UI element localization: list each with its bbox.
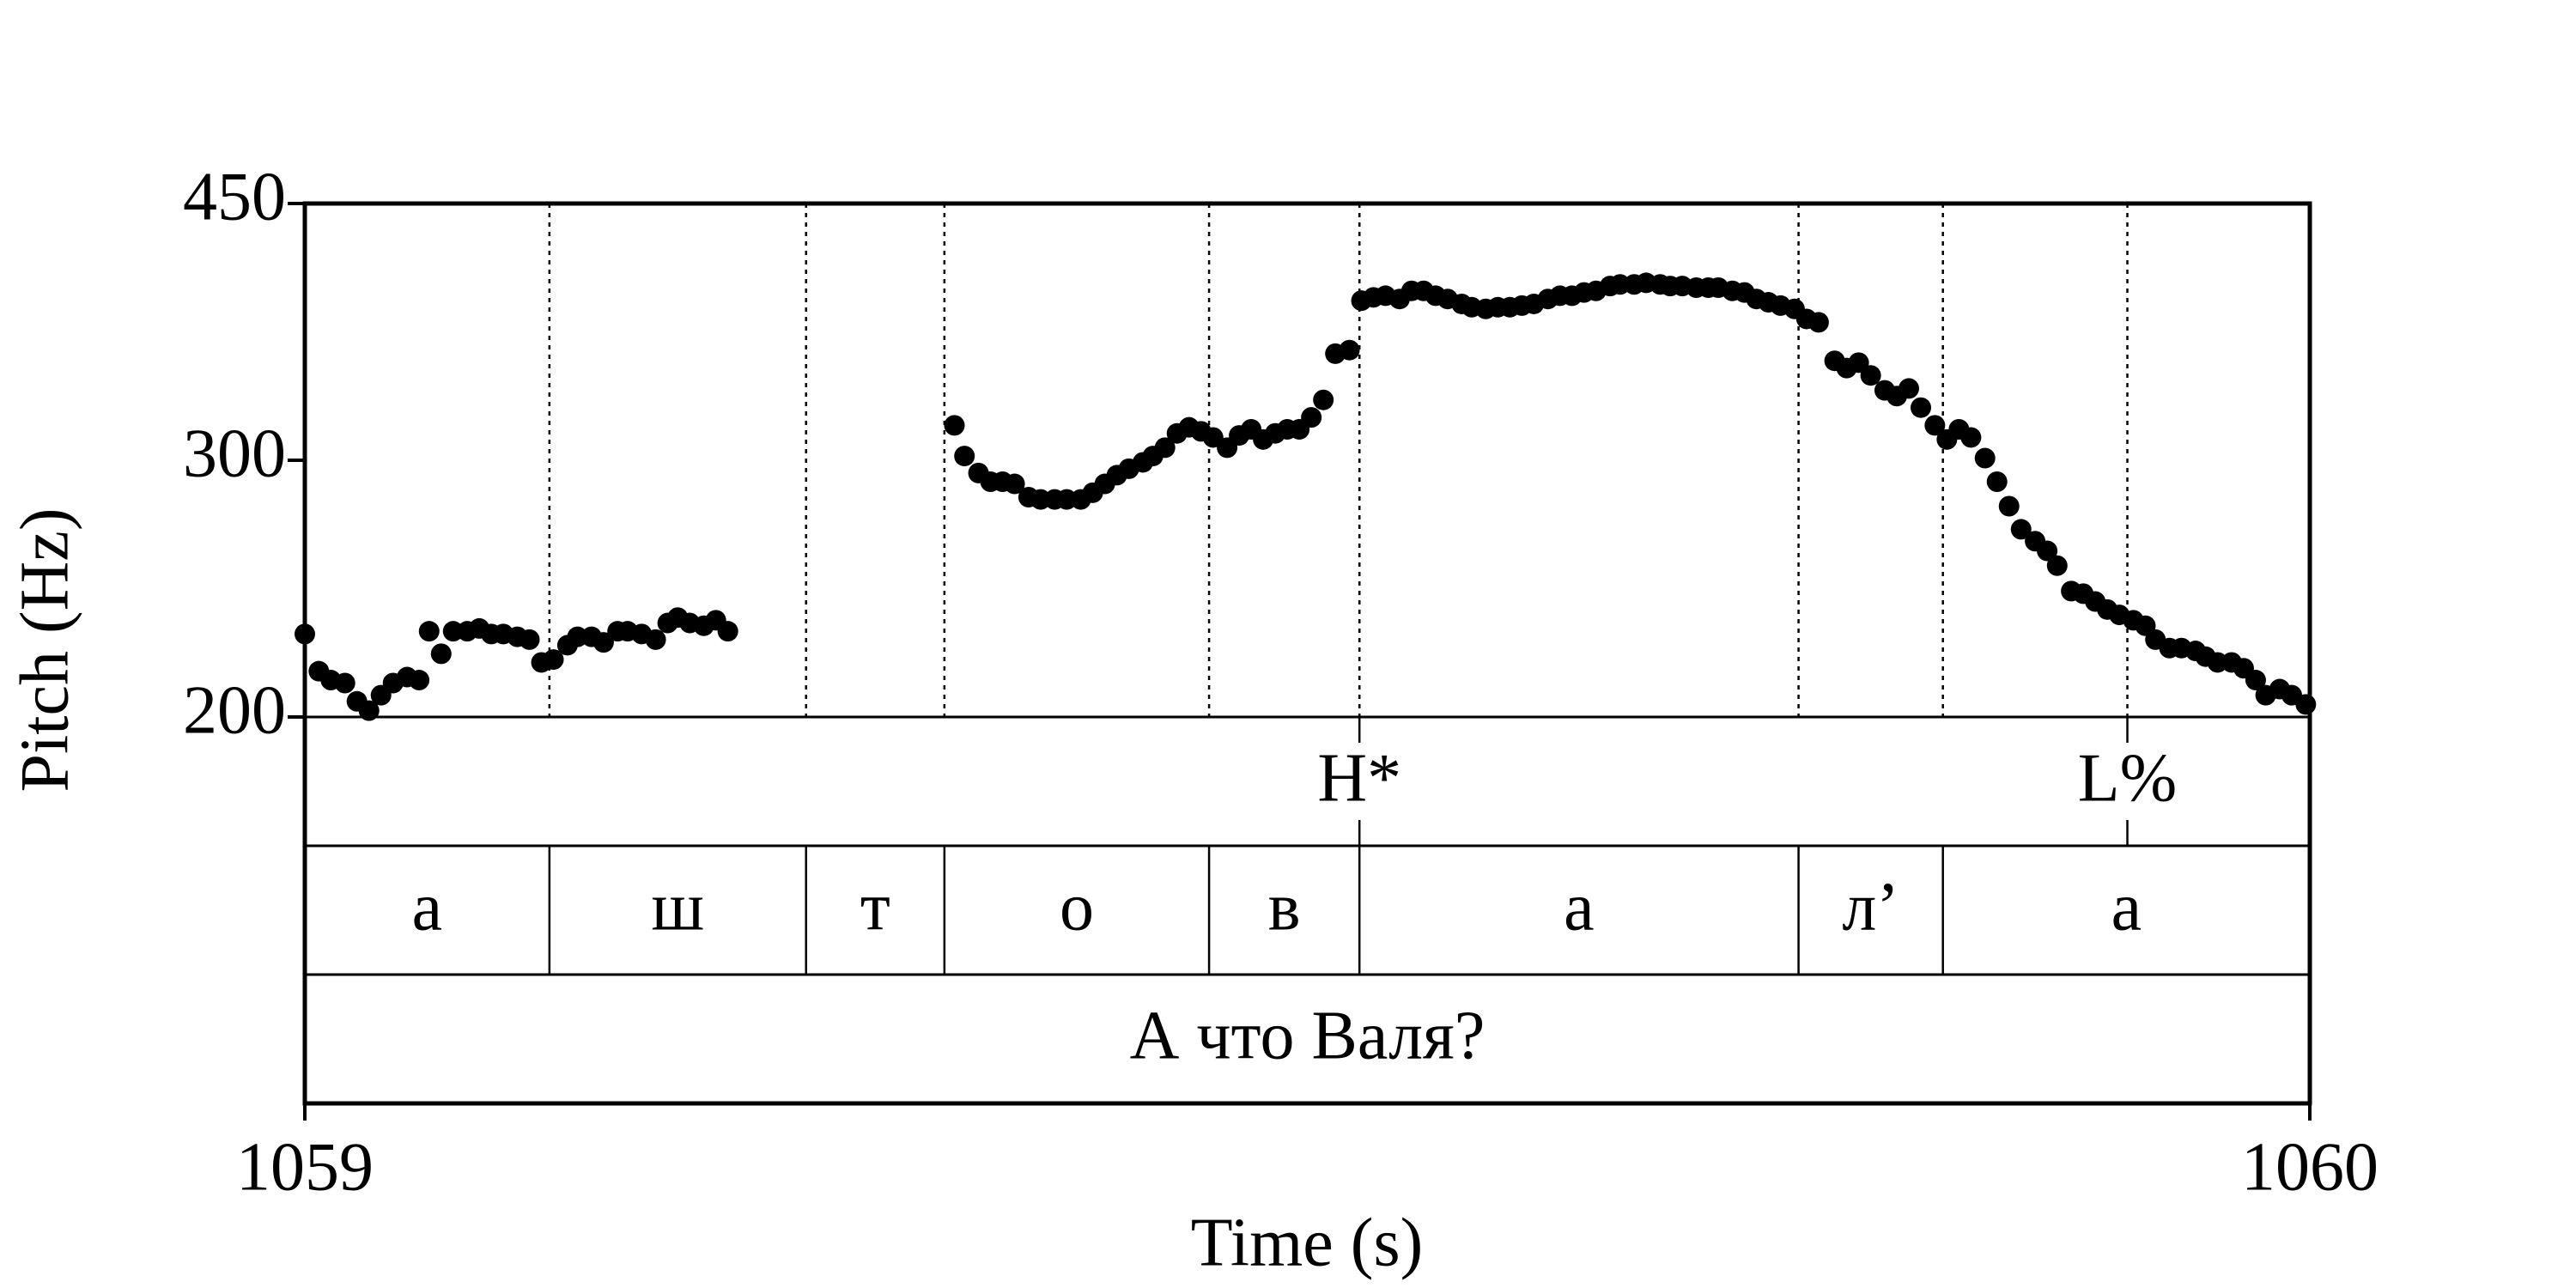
pitch-point xyxy=(944,415,965,436)
interval-label: л’ xyxy=(1842,869,1899,945)
interval-label: о xyxy=(1060,869,1094,945)
pitch-point xyxy=(1301,407,1322,428)
point-label: L% xyxy=(2078,740,2178,816)
pitch-point xyxy=(1154,437,1176,459)
interval-label: а xyxy=(2111,869,2142,945)
x-tick-label: 1060 xyxy=(2241,1129,2379,1205)
pitch-point xyxy=(1998,495,2020,517)
pitch-point xyxy=(295,623,315,645)
pitch-point xyxy=(409,670,430,691)
point-label: H* xyxy=(1317,740,1401,816)
interval-label: а xyxy=(412,869,443,945)
pitch-point xyxy=(645,629,666,650)
pitch-point xyxy=(1313,389,1334,410)
pitch-point xyxy=(2245,670,2266,691)
pitch-point xyxy=(1911,397,1932,418)
x-axis-label: Time (s) xyxy=(1191,1205,1423,1280)
pitch-point xyxy=(2037,540,2058,562)
y-axis-label: Pitch (Hz) xyxy=(7,507,82,792)
pitch-point xyxy=(334,672,355,694)
pitch-point xyxy=(1899,378,1919,399)
y-tick-label: 450 xyxy=(183,159,286,234)
pitch-point xyxy=(592,632,614,653)
pitch-point xyxy=(2046,555,2068,576)
pitch-point xyxy=(1960,427,1982,448)
interval-label: т xyxy=(860,869,890,945)
pitch-point xyxy=(1860,365,1881,386)
pitch-point xyxy=(1924,415,1946,436)
y-tick-label: 200 xyxy=(183,672,286,748)
pitch-point xyxy=(2010,519,2032,540)
interval-label: а xyxy=(1564,869,1595,945)
pitch-point xyxy=(717,621,738,642)
y-tick-label: 300 xyxy=(183,416,286,491)
interval-label: ш xyxy=(652,869,705,945)
pitch-point xyxy=(519,629,540,650)
pitch-point xyxy=(1986,471,2008,492)
interval-label: А что Валя? xyxy=(1130,998,1485,1073)
pitch-point xyxy=(418,621,440,642)
pitch-point xyxy=(1339,339,1360,361)
pitch-point xyxy=(2295,694,2317,715)
pitch-point xyxy=(358,700,380,721)
x-tick-label: 1059 xyxy=(236,1129,374,1205)
pitch-point xyxy=(430,643,452,665)
pitch-point xyxy=(1807,312,1829,333)
pitch-point xyxy=(543,649,564,671)
pitch-point xyxy=(1004,473,1025,495)
frame xyxy=(302,201,2312,1106)
interval-label: в xyxy=(1268,869,1301,945)
pitch-point xyxy=(1974,447,1996,469)
pitch-point xyxy=(954,446,975,467)
